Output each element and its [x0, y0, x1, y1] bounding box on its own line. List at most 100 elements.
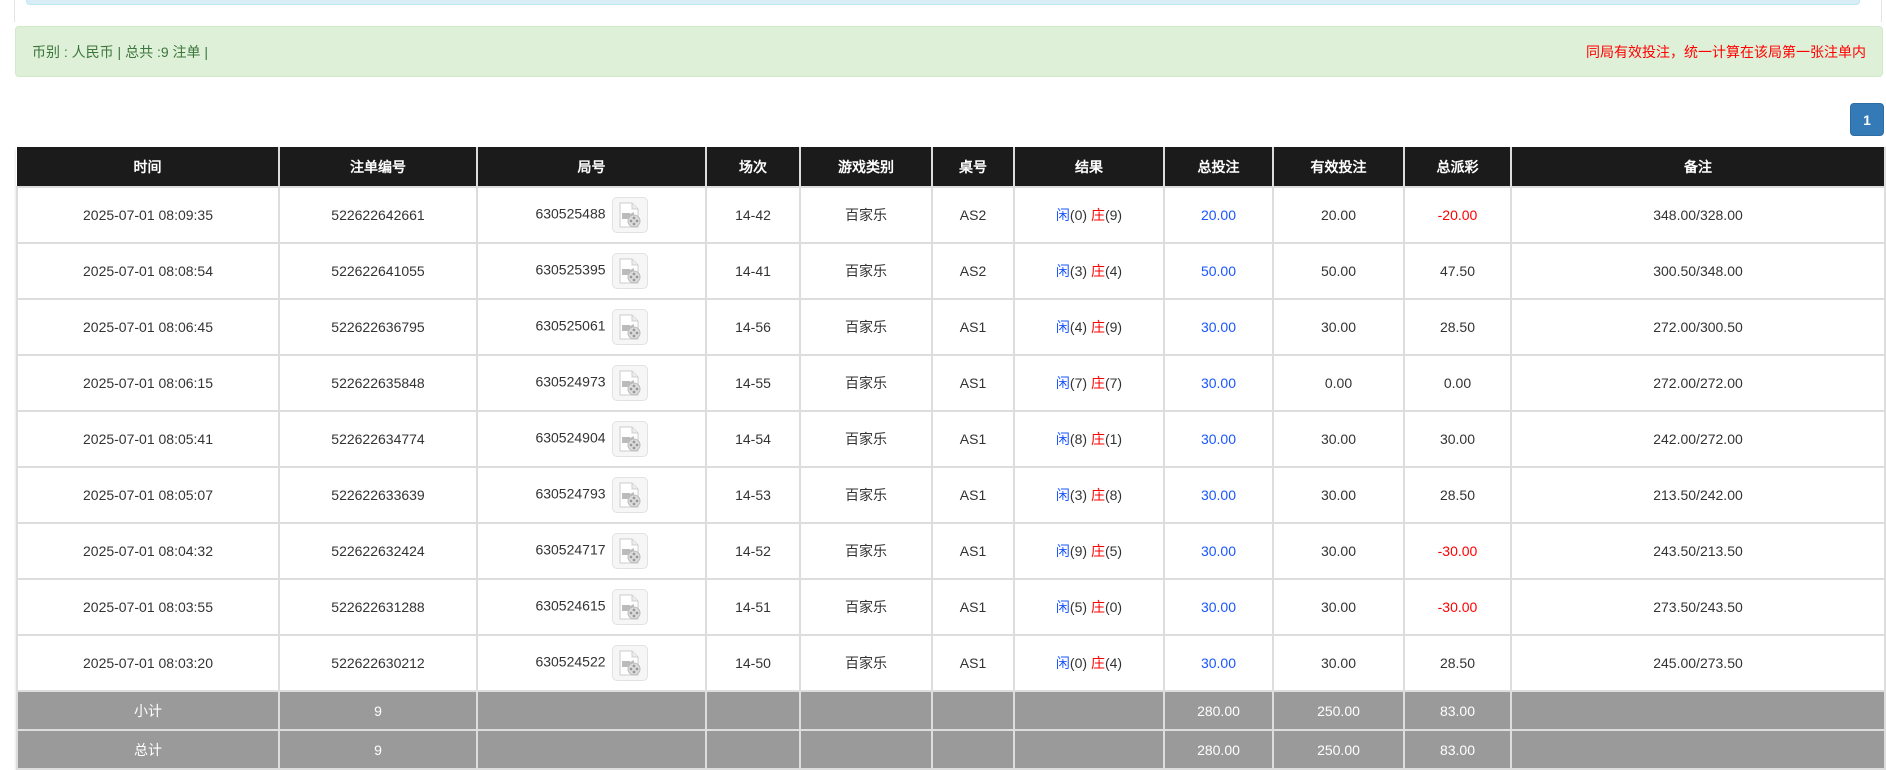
player-label: 闲	[1055, 487, 1070, 503]
banker-score: (4)	[1104, 655, 1123, 671]
note: 272.00/300.50	[1510, 298, 1886, 356]
bet-id: 522622642661	[278, 186, 478, 244]
table-row: 2025-07-01 08:04:32 522622632424 630524717…	[16, 522, 1886, 580]
table-number: AS1	[931, 578, 1015, 636]
top-panel-frame	[14, 0, 1882, 22]
video-replay-icon[interactable]	[611, 477, 648, 513]
empty-cell	[1013, 690, 1165, 731]
payout: 30.00	[1403, 410, 1512, 468]
currency-summary: 币别 : 人民币 | 总共 :9 注单 |	[32, 43, 209, 60]
player-label: 闲	[1055, 543, 1070, 559]
game-type: 百家乐	[799, 186, 933, 244]
bet-id: 522622641055	[278, 242, 478, 300]
round-cell: 630525395	[476, 242, 707, 300]
payout: 0.00	[1403, 354, 1512, 412]
round-cell: 630525488	[476, 186, 707, 244]
video-replay-icon[interactable]	[611, 645, 648, 681]
payout: -30.00	[1403, 578, 1512, 636]
subtotal-total-bet: 280.00	[1163, 690, 1274, 731]
game-type: 百家乐	[799, 242, 933, 300]
total-total-bet: 280.00	[1163, 729, 1274, 770]
video-replay-icon[interactable]	[611, 197, 648, 233]
table-row: 2025-07-01 08:08:54 522622641055 630525395…	[16, 242, 1886, 300]
table-number: AS2	[931, 186, 1015, 244]
round-cell: 630524973	[476, 354, 707, 412]
video-replay-icon[interactable]	[611, 533, 648, 569]
column-header-bet-id: 注单编号	[278, 147, 478, 188]
valid-bet: 50.00	[1272, 242, 1405, 300]
column-header-payout: 总派彩	[1403, 147, 1512, 188]
banker-label: 庄	[1090, 655, 1105, 671]
game-type: 百家乐	[799, 522, 933, 580]
valid-bet-notice: 同局有效投注，统一计算在该局第一张注单内	[1586, 43, 1866, 60]
subtotal-payout: 83.00	[1403, 690, 1512, 731]
shoe-number: 14-50	[705, 634, 801, 692]
shoe-number: 14-52	[705, 522, 801, 580]
player-score: (0)	[1069, 655, 1088, 671]
bet-time: 2025-07-01 08:05:07	[16, 466, 280, 524]
round-number: 630525488	[535, 205, 606, 222]
bet-time: 2025-07-01 08:03:55	[16, 578, 280, 636]
note: 213.50/242.00	[1510, 466, 1886, 524]
table-number: AS1	[931, 522, 1015, 580]
table-row: 2025-07-01 08:05:07 522622633639 630524793…	[16, 466, 1886, 524]
shoe-number: 14-42	[705, 186, 801, 244]
round-cell: 630524904	[476, 410, 707, 468]
shoe-number: 14-54	[705, 410, 801, 468]
empty-cell	[1510, 690, 1886, 731]
shoe-number: 14-51	[705, 578, 801, 636]
column-header-table-no: 桌号	[931, 147, 1015, 188]
player-score: (4)	[1069, 319, 1088, 335]
player-label: 闲	[1055, 207, 1070, 223]
player-score: (8)	[1069, 431, 1088, 447]
bet-id: 522622634774	[278, 410, 478, 468]
player-label: 闲	[1055, 431, 1070, 447]
page-1-button[interactable]: 1	[1850, 103, 1884, 136]
table-number: AS1	[931, 466, 1015, 524]
video-replay-icon[interactable]	[611, 253, 648, 289]
shoe-number: 14-56	[705, 298, 801, 356]
payout: -30.00	[1403, 522, 1512, 580]
empty-cell	[799, 729, 933, 770]
payout: 47.50	[1403, 242, 1512, 300]
video-replay-icon[interactable]	[611, 309, 648, 345]
column-header-time: 时间	[17, 147, 280, 188]
note: 242.00/272.00	[1510, 410, 1886, 468]
game-type: 百家乐	[799, 578, 933, 636]
valid-bet: 30.00	[1272, 298, 1405, 356]
round-number: 630525061	[535, 317, 606, 334]
player-label: 闲	[1055, 319, 1070, 335]
empty-cell	[705, 690, 801, 731]
banker-label: 庄	[1090, 599, 1105, 615]
shoe-number: 14-55	[705, 354, 801, 412]
banker-score: (0)	[1104, 599, 1123, 615]
banker-score: (8)	[1104, 487, 1123, 503]
player-score: (5)	[1069, 599, 1088, 615]
column-header-game-type: 游戏类别	[799, 147, 933, 188]
bet-time: 2025-07-01 08:04:32	[16, 522, 280, 580]
video-replay-icon[interactable]	[611, 365, 648, 401]
note: 272.00/272.00	[1510, 354, 1886, 412]
total-bet: 30.00	[1163, 410, 1274, 468]
bet-id: 522622630212	[278, 634, 478, 692]
column-header-shoe: 场次	[705, 147, 801, 188]
video-replay-icon[interactable]	[611, 421, 648, 457]
round-cell: 630524615	[476, 578, 707, 636]
table-number: AS1	[931, 634, 1015, 692]
banker-score: (9)	[1104, 319, 1123, 335]
result-cell: 闲(4) 庄(9)	[1013, 298, 1165, 356]
bet-id: 522622635848	[278, 354, 478, 412]
result-cell: 闲(0) 庄(4)	[1013, 634, 1165, 692]
table-number: AS1	[931, 298, 1015, 356]
video-replay-icon[interactable]	[611, 589, 648, 625]
note: 348.00/328.00	[1510, 186, 1886, 244]
valid-bet: 30.00	[1272, 634, 1405, 692]
player-label: 闲	[1055, 599, 1070, 615]
total-valid-bet: 250.00	[1272, 729, 1405, 770]
result-cell: 闲(3) 庄(8)	[1013, 466, 1165, 524]
table-number: AS2	[931, 242, 1015, 300]
table-row: 2025-07-01 08:05:41 522622634774 630524904…	[16, 410, 1886, 468]
game-type: 百家乐	[799, 466, 933, 524]
table-row: 2025-07-01 08:06:15 522622635848 630524973…	[16, 354, 1886, 412]
total-bet: 30.00	[1163, 522, 1274, 580]
